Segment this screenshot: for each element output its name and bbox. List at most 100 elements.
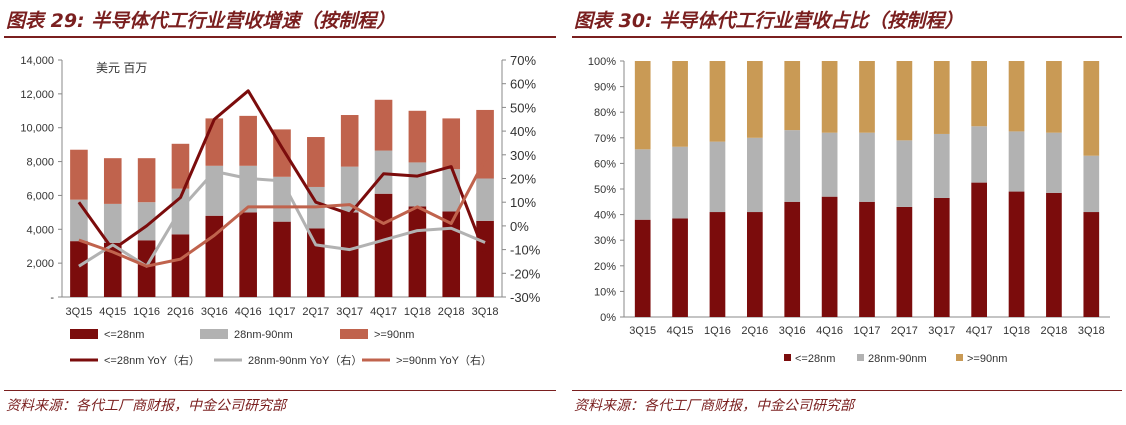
left-legend: <=28nm 28nm-90nm >=90nm <=28nm YoY（右） 28nm-9… (70, 329, 492, 367)
share-bar-lt28nm (784, 201, 801, 317)
share-bar-gt90nm (896, 61, 913, 141)
bar-28-90nm (70, 199, 88, 242)
bar-gt90nm (103, 158, 122, 204)
x-tick-label: 4Q17 (966, 325, 993, 337)
share-bar-28-90nm (821, 132, 838, 197)
x-tick-label: 3Q15 (629, 325, 656, 337)
legend-swatch (857, 354, 864, 361)
x-tick-label: 4Q16 (816, 325, 843, 337)
bar-28-90nm (442, 169, 461, 212)
share-bar-28-90nm (672, 146, 688, 219)
share-bar-lt28nm (896, 206, 913, 317)
x-tick-label: 4Q17 (370, 306, 397, 318)
y-tick-label: 2,000 (26, 258, 54, 270)
share-bar-lt28nm (672, 218, 688, 317)
bar-28-90nm (103, 203, 122, 243)
y2-tick-label: 40% (510, 124, 536, 139)
y2-tick-label: -10% (510, 243, 541, 258)
share-bar-28-90nm (1008, 131, 1025, 192)
left-source-note: 资料来源：各代工厂商财报，中金公司研究部 (6, 398, 286, 414)
bar-28-90nm (476, 178, 494, 221)
y-tick-label: 30% (594, 235, 616, 247)
y-tick-label: 40% (594, 210, 616, 222)
right-figure-title: 图表 30: 半导体代工行业营收占比（按制程） (574, 10, 964, 32)
bar-28-90nm (239, 165, 257, 213)
share-bar-gt90nm (933, 61, 950, 134)
bar-gt90nm (340, 115, 359, 167)
unit-label: 美元 百万 (96, 61, 147, 75)
share-bar-28-90nm (933, 133, 950, 198)
x-tick-label: 3Q17 (336, 306, 363, 318)
legend-label: >=90nm (967, 353, 1007, 365)
y-tick-label: 70% (594, 133, 616, 145)
y2-tick-label: -20% (510, 266, 541, 281)
share-bar-gt90nm (746, 61, 763, 138)
y-tick-label: 100% (588, 56, 616, 68)
bar-gt90nm (476, 109, 494, 179)
left-title-rule (4, 36, 556, 38)
right-source-note: 资料来源：各代工厂商财报，中金公司研究部 (574, 398, 854, 414)
legend-label: 28nm-90nm (868, 353, 927, 365)
bar-lt28nm (239, 212, 257, 297)
share-bar-28-90nm (896, 140, 913, 207)
bar-lt28nm (70, 241, 88, 297)
revenue-growth-chart: - 2,000 4,000 6,000 8,000 10,000 12,000 14,000 -… (20, 53, 541, 367)
x-tick-label: 2Q18 (438, 306, 465, 318)
line-lt28nm-yoy (77, 89, 487, 255)
share-bar-28-90nm (784, 130, 801, 202)
legend-label: >=90nm (374, 329, 414, 341)
share-bar-28-90nm (1046, 132, 1062, 193)
share-bar-gt90nm (821, 61, 838, 133)
bar-gt90nm (137, 158, 156, 203)
share-bar-gt90nm (1046, 61, 1062, 133)
y-tick-label: 8,000 (26, 157, 54, 169)
bar-gt90nm (70, 149, 88, 200)
left-source-rule (4, 390, 556, 391)
legend-swatch (200, 329, 228, 339)
y-tick-label: 10,000 (20, 123, 54, 135)
line-gt90nm-yoy (78, 158, 487, 268)
x-tick-label: 1Q16 (133, 306, 160, 318)
right-title-rule (572, 36, 1122, 38)
y-tick-label: 12,000 (20, 89, 54, 101)
y-tick-label: 4,000 (26, 224, 54, 236)
bar-lt28nm (137, 240, 156, 297)
y2-tick-label: 0% (510, 219, 529, 234)
share-bar-lt28nm (709, 212, 726, 317)
share-bar-lt28nm (1046, 192, 1062, 317)
right-source-rule (572, 390, 1122, 391)
share-bar-28-90nm (971, 126, 988, 183)
legend-label: 28nm-90nm (234, 329, 293, 341)
x-tick-label: 3Q15 (65, 306, 92, 318)
y-tick-label: - (50, 292, 54, 304)
x-tick-label: 3Q16 (201, 306, 228, 318)
legend-swatch (70, 329, 98, 339)
y2-tick-label: 50% (510, 100, 536, 115)
share-bar-28-90nm (1083, 155, 1100, 213)
y2-tick-label: 20% (510, 172, 536, 187)
legend-label: 28nm-90nm YoY（右） (248, 353, 362, 367)
bar-lt28nm (103, 242, 122, 297)
x-tick-label: 2Q16 (167, 306, 194, 318)
share-bar-gt90nm (1083, 61, 1100, 156)
share-bar-28-90nm (709, 141, 726, 213)
bar-lt28nm (171, 234, 190, 297)
bar-lt28nm (374, 193, 393, 297)
bar-28-90nm (408, 162, 427, 207)
share-bar-gt90nm (784, 61, 801, 131)
bar-gt90nm (408, 110, 427, 163)
y2-tick-label: 60% (510, 77, 536, 92)
x-tick-label: 1Q18 (1003, 325, 1030, 337)
legend-swatch (340, 329, 368, 339)
legend-label: <=28nm YoY（右） (104, 353, 200, 367)
bar-lt28nm (442, 211, 461, 297)
x-tick-label: 4Q16 (235, 306, 262, 318)
share-bar-lt28nm (1083, 212, 1100, 317)
share-bar-gt90nm (709, 61, 726, 142)
x-tick-label: 2Q17 (891, 325, 918, 337)
revenue-share-chart: 0% 10% 20% 30% 40% 50% 60% 70% 80% 90% 100% 3Q15 4Q1… (588, 56, 1110, 365)
x-tick-label: 2Q17 (302, 306, 329, 318)
y-tick-label: 0% (600, 312, 616, 324)
x-tick-label: 1Q17 (854, 325, 881, 337)
legend-swatch (956, 354, 963, 361)
